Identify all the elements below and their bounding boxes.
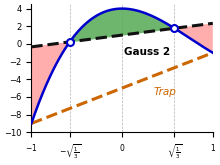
- Text: Gauss 2: Gauss 2: [124, 47, 170, 57]
- Text: Trap: Trap: [154, 87, 177, 97]
